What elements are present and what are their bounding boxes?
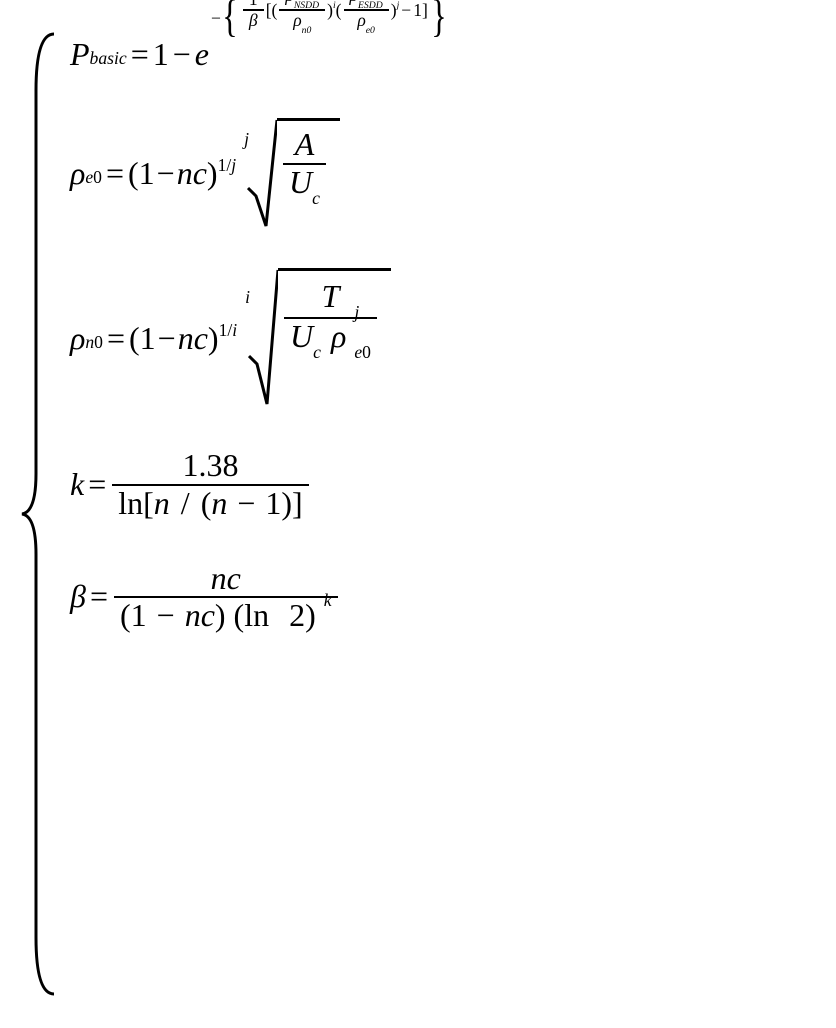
e: e <box>195 37 209 72</box>
rparen: ) <box>208 321 219 356</box>
minus: − <box>169 37 195 72</box>
rcurly: } <box>431 0 446 35</box>
frac-T-den: T Uc ρ j e0 <box>284 277 377 358</box>
frac-nsdd: ρNSDD ρn0 <box>279 0 325 34</box>
minus: − <box>155 156 177 191</box>
lparen: ( <box>128 156 139 191</box>
sup-1i: 1/i <box>219 321 238 340</box>
frac-beta: nc (1 − nc) (ln 2) k <box>114 561 338 633</box>
one: 1 <box>153 37 169 72</box>
sub-n0: n0 <box>85 333 103 352</box>
exponent-block: − { 1 β [ ( ρNSDD <box>211 0 458 34</box>
equation-system: P basic = 1 − e − { 1 β [ ( <box>20 30 816 998</box>
rbr: ] <box>422 1 428 20</box>
sqrt-T: T Uc ρ j e0 <box>248 268 391 408</box>
lparen: ( <box>129 321 140 356</box>
equation-2: ρ e0 = ( 1 − nc ) 1/j j <box>70 118 816 228</box>
sqrt-A-Uc: A Uc <box>247 118 340 228</box>
lcurly: { <box>222 0 237 35</box>
num-esdd: ρESDD <box>344 0 389 9</box>
num-1: 1 <box>243 0 264 9</box>
left-brace <box>20 30 60 998</box>
sqrt-index-i: i <box>245 288 250 307</box>
num-nc: nc <box>205 561 247 596</box>
sub-e0: e0 <box>85 168 102 187</box>
rparen: ) <box>207 156 218 191</box>
den-Uc-rho: Uc ρ j e0 <box>284 319 377 359</box>
den-Uc: Uc <box>283 165 326 205</box>
rho: ρ <box>70 321 85 356</box>
sup-1j: 1/j <box>218 156 237 175</box>
beta: β <box>70 579 86 614</box>
sup-i: i <box>333 1 336 12</box>
rho: ρ <box>70 156 85 191</box>
sqrt-index-j: j <box>244 130 249 149</box>
sub-basic: basic <box>90 49 127 68</box>
frac-esdd: ρESDD ρe0 <box>344 0 389 34</box>
den-beta: β <box>243 11 264 30</box>
one2: 1 <box>413 1 422 20</box>
equation-5: β = nc (1 − nc) (ln 2) k <box>70 561 816 633</box>
equation-list: P basic = 1 − e − { 1 β [ ( <box>70 30 816 998</box>
frac-A-Uc: A Uc <box>283 127 326 204</box>
den-beta: (1 − nc) (ln 2) k <box>114 598 338 633</box>
nc: nc <box>177 156 207 191</box>
den-e0: ρe0 <box>351 11 381 34</box>
nc: nc <box>178 321 208 356</box>
num-138: 1.38 <box>176 448 244 483</box>
num-T: T <box>302 277 360 316</box>
frac-1-beta: 1 β <box>243 0 264 31</box>
equals: = <box>103 321 129 356</box>
equals: = <box>86 579 112 614</box>
one: 1 <box>139 156 155 191</box>
num-A: A <box>289 127 321 162</box>
equals: = <box>84 467 110 502</box>
exp-inner: 1 β [ ( ρNSDD ρn0 ) <box>241 0 428 34</box>
den-ln: ln[n / (n − 1)] <box>112 486 308 521</box>
minus-1: − <box>399 1 413 20</box>
minus: − <box>156 321 178 356</box>
equation-4: k = 1.38 ln[n / (n − 1)] <box>70 448 816 520</box>
equals: = <box>127 37 153 72</box>
var-P: P <box>70 37 90 72</box>
equals: = <box>102 156 128 191</box>
sup-j: j <box>397 1 400 12</box>
equation-3: ρ n0 = ( 1 − nc ) 1/i i <box>70 268 816 408</box>
num-nsdd: ρNSDD <box>279 0 325 9</box>
equation-1: P basic = 1 − e − { 1 β [ ( <box>70 30 816 78</box>
neg: − <box>211 9 221 28</box>
lparen1: ( <box>272 1 278 20</box>
den-n0: ρn0 <box>287 11 317 34</box>
lparen2: ( <box>336 1 342 20</box>
k: k <box>70 467 84 502</box>
one: 1 <box>140 321 156 356</box>
frac-k: 1.38 ln[n / (n − 1)] <box>112 448 308 520</box>
